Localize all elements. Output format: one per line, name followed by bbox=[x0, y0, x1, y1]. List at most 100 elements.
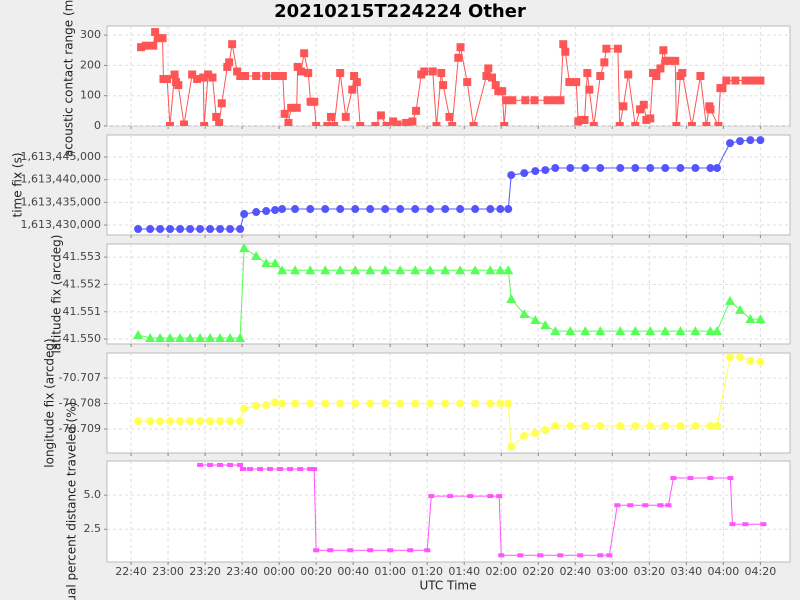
marker bbox=[146, 417, 155, 426]
marker bbox=[300, 49, 309, 58]
marker bbox=[351, 399, 360, 408]
marker bbox=[412, 106, 421, 115]
x-tick-label: 22:40 bbox=[115, 565, 147, 578]
marker bbox=[212, 112, 221, 121]
marker bbox=[371, 122, 380, 126]
marker bbox=[217, 99, 226, 108]
marker bbox=[188, 70, 197, 79]
marker bbox=[304, 68, 313, 77]
marker bbox=[496, 494, 503, 499]
marker bbox=[439, 81, 448, 90]
marker bbox=[503, 265, 514, 275]
marker bbox=[729, 522, 736, 527]
y-axis-label: longitude fix (arcdeg) bbox=[43, 338, 57, 467]
marker bbox=[471, 399, 480, 408]
marker bbox=[707, 476, 714, 481]
marker bbox=[495, 265, 506, 275]
marker bbox=[292, 103, 301, 112]
x-tick-label: 00:40 bbox=[337, 565, 369, 578]
marker bbox=[500, 122, 509, 126]
marker bbox=[735, 304, 746, 314]
marker bbox=[675, 326, 686, 336]
marker bbox=[306, 399, 315, 408]
marker bbox=[277, 467, 284, 472]
marker bbox=[482, 72, 491, 80]
marker bbox=[267, 467, 274, 472]
marker bbox=[251, 251, 262, 261]
marker bbox=[365, 265, 376, 275]
x-tick-label: 00:20 bbox=[300, 565, 332, 578]
marker bbox=[718, 84, 727, 93]
marker bbox=[656, 64, 665, 73]
marker bbox=[408, 117, 417, 126]
marker bbox=[158, 34, 167, 43]
marker bbox=[645, 326, 656, 336]
marker bbox=[602, 44, 611, 53]
marker bbox=[705, 326, 716, 336]
marker bbox=[186, 225, 195, 234]
marker bbox=[541, 166, 550, 175]
marker bbox=[581, 164, 590, 173]
y-tick-label: 41.552 bbox=[63, 277, 102, 290]
marker bbox=[491, 81, 500, 90]
marker bbox=[176, 417, 185, 426]
marker bbox=[687, 476, 694, 481]
marker bbox=[496, 399, 505, 408]
marker bbox=[323, 122, 332, 126]
marker bbox=[661, 164, 670, 173]
marker bbox=[280, 109, 289, 118]
marker bbox=[312, 122, 321, 126]
marker bbox=[146, 225, 155, 234]
marker bbox=[261, 258, 272, 268]
marker bbox=[670, 476, 677, 481]
marker bbox=[557, 553, 564, 558]
marker bbox=[455, 265, 466, 275]
marker bbox=[402, 118, 411, 126]
marker bbox=[174, 81, 183, 90]
series bbox=[134, 353, 765, 451]
marker bbox=[155, 332, 166, 342]
marker bbox=[646, 114, 655, 123]
marker bbox=[252, 72, 261, 80]
marker bbox=[185, 332, 196, 342]
marker bbox=[223, 62, 232, 71]
marker bbox=[237, 462, 244, 467]
marker bbox=[530, 96, 539, 105]
marker bbox=[306, 205, 315, 214]
marker bbox=[200, 122, 209, 126]
marker bbox=[236, 72, 245, 80]
marker bbox=[504, 205, 513, 214]
marker bbox=[193, 75, 202, 84]
marker bbox=[630, 326, 641, 336]
marker bbox=[351, 205, 360, 214]
marker bbox=[196, 225, 205, 234]
marker bbox=[287, 103, 296, 112]
y-tick-label: 1,613,440,000 bbox=[21, 173, 101, 186]
x-tick-label: 23:40 bbox=[226, 565, 258, 578]
marker bbox=[565, 326, 576, 336]
marker bbox=[376, 111, 385, 120]
marker bbox=[760, 522, 767, 527]
marker bbox=[420, 67, 429, 76]
marker bbox=[134, 225, 143, 234]
marker bbox=[387, 548, 394, 553]
marker bbox=[712, 326, 723, 336]
marker bbox=[166, 417, 175, 426]
marker bbox=[424, 548, 431, 553]
y-tick-label: 5.0 bbox=[84, 488, 102, 501]
series bbox=[133, 244, 766, 342]
marker bbox=[226, 225, 235, 234]
marker bbox=[741, 76, 750, 85]
marker bbox=[271, 206, 280, 215]
marker bbox=[454, 53, 463, 62]
marker bbox=[347, 548, 354, 553]
marker bbox=[530, 314, 541, 324]
marker bbox=[551, 421, 560, 430]
marker bbox=[520, 431, 529, 440]
marker bbox=[646, 164, 655, 173]
marker bbox=[660, 326, 671, 336]
marker bbox=[186, 417, 195, 426]
x-tick-label: 01:00 bbox=[374, 565, 406, 578]
x-tick-label: 03:20 bbox=[633, 565, 665, 578]
